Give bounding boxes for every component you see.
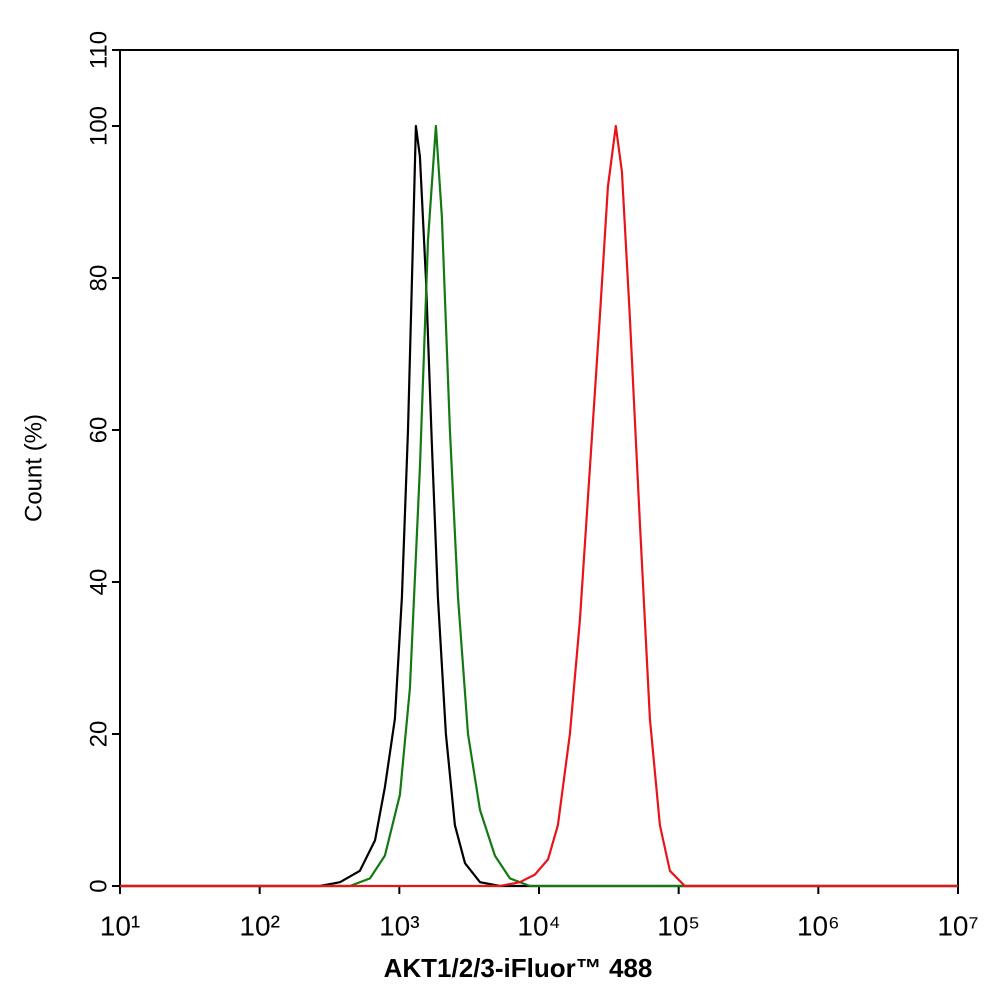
y-tick-label: 60 xyxy=(85,417,112,444)
x-tick-label: 10² xyxy=(239,910,279,941)
y-axis-label: Count (%) xyxy=(20,414,47,522)
x-tick-label: 10¹ xyxy=(100,910,140,941)
x-tick-label: 10⁴ xyxy=(517,910,560,941)
x-tick-label: 10⁶ xyxy=(797,910,840,941)
histogram-line xyxy=(120,124,958,888)
y-tick-label: 110 xyxy=(85,31,112,69)
x-tick-label: 10⁷ xyxy=(937,910,978,941)
y-tick-label: 100 xyxy=(85,106,112,146)
histogram-line xyxy=(120,124,958,888)
y-tick-label: 0 xyxy=(85,879,112,892)
x-axis-label: AKT1/2/3-iFluor™ 488 xyxy=(384,953,653,983)
x-tick-label: 10⁵ xyxy=(657,910,700,941)
histogram-line xyxy=(120,124,958,888)
x-tick-label: 10³ xyxy=(379,910,419,941)
y-tick-label: 80 xyxy=(85,265,112,292)
plot-frame xyxy=(119,49,959,887)
y-tick-label: 20 xyxy=(85,721,112,748)
y-tick-label: 40 xyxy=(85,569,112,596)
